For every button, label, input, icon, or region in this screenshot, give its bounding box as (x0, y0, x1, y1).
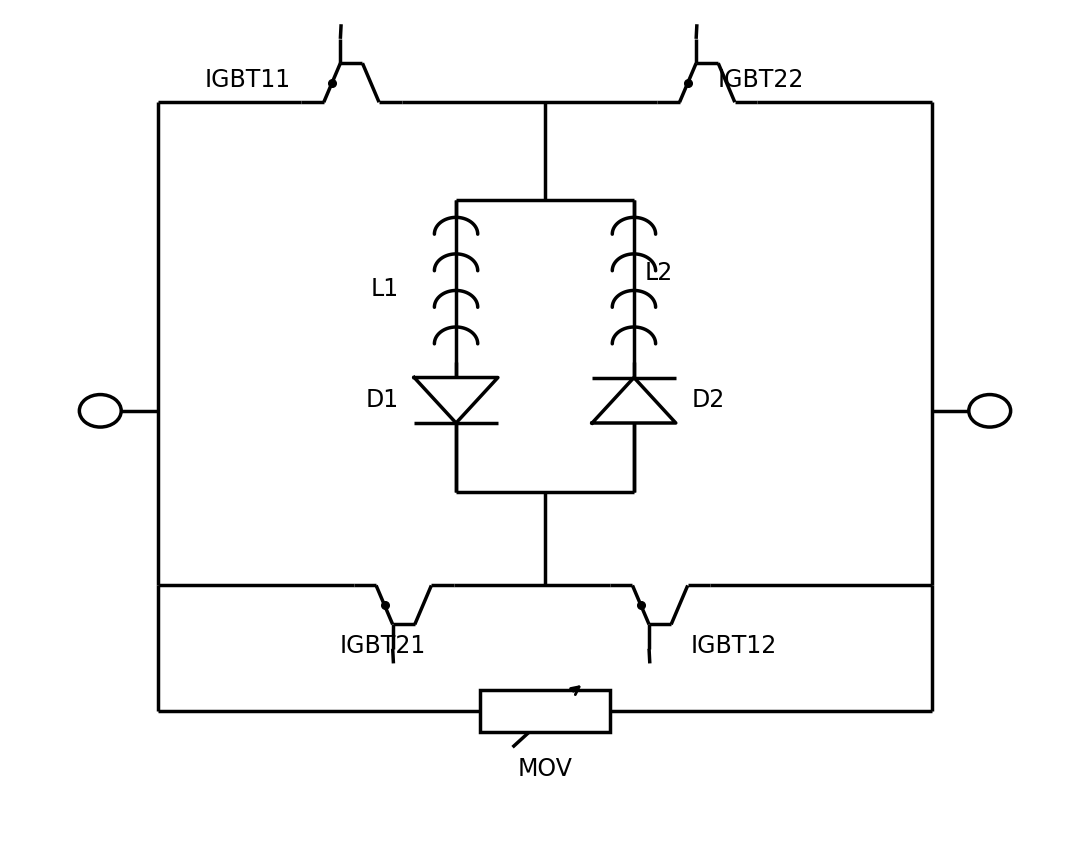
Text: L1: L1 (371, 277, 399, 301)
Text: L2: L2 (644, 261, 673, 285)
Text: IGBT22: IGBT22 (717, 69, 804, 92)
Bar (480, 690, 610, 733)
Text: MOV: MOV (518, 757, 572, 781)
Text: D2: D2 (691, 388, 725, 412)
Text: D1: D1 (365, 388, 399, 412)
Text: IGBT21: IGBT21 (340, 634, 426, 658)
Polygon shape (414, 377, 498, 423)
Polygon shape (592, 377, 676, 423)
Text: IGBT11: IGBT11 (205, 69, 291, 92)
Text: IGBT12: IGBT12 (690, 634, 776, 658)
